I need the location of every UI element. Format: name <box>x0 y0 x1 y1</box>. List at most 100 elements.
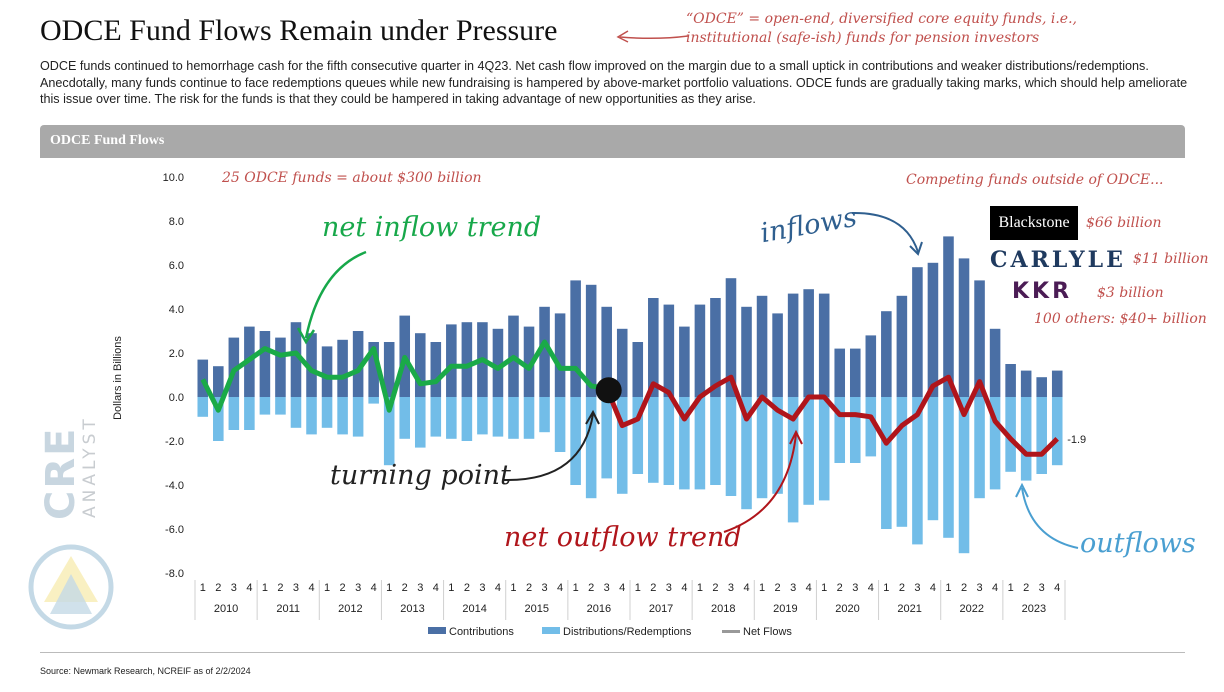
x-tick-quarter: 4 <box>743 582 749 594</box>
contribution-bar <box>337 339 348 397</box>
contribution-bar <box>352 331 364 397</box>
x-tick-year: 2017 <box>649 603 673 615</box>
contribution-bar <box>492 328 504 397</box>
y-tick-label: 6.0 <box>169 260 184 272</box>
x-tick-year: 2021 <box>897 603 921 615</box>
outflows-arrow <box>1021 487 1079 549</box>
contribution-bar <box>818 293 830 397</box>
y-tick-label: 2.0 <box>169 348 184 360</box>
net-flow-last-label: -1.9 <box>1067 434 1086 446</box>
distribution-bar <box>368 397 379 404</box>
x-tick-quarter: 1 <box>759 582 765 594</box>
contribution-bar <box>446 324 457 397</box>
contribution-bar <box>259 331 271 397</box>
distribution-bar <box>337 397 348 435</box>
distribution-bar <box>570 397 581 485</box>
x-tick-quarter: 2 <box>526 582 532 594</box>
y-tick-label: 0.0 <box>169 392 184 404</box>
contribution-bar <box>306 333 317 397</box>
distribution-bar <box>756 397 768 499</box>
x-tick-quarter: 2 <box>899 582 905 594</box>
others-amount: $40+ billion <box>1119 311 1207 327</box>
x-tick-quarter: 3 <box>852 582 858 594</box>
fund-count-note: 25 ODCE funds = about $300 billion <box>222 170 482 186</box>
distribution-bar <box>974 397 985 499</box>
contribution-bar <box>539 306 550 397</box>
x-tick-quarter: 4 <box>433 582 439 594</box>
x-tick-quarter: 1 <box>697 582 703 594</box>
distribution-bar <box>912 397 923 545</box>
net-flow-line-positive <box>200 339 608 413</box>
x-tick-quarter: 4 <box>371 582 377 594</box>
contribution-bar <box>881 311 892 397</box>
x-tick-quarter: 3 <box>417 582 423 594</box>
x-tick-quarter: 3 <box>479 582 485 594</box>
x-tick-quarter: 2 <box>215 582 221 594</box>
distribution-bar <box>321 397 333 428</box>
legend-swatch <box>428 627 446 634</box>
x-tick-year: 2023 <box>1022 603 1046 615</box>
distribution-bar <box>834 397 846 463</box>
x-tick-quarter: 1 <box>635 582 641 594</box>
contribution-bar <box>1005 364 1016 397</box>
odce-definition-text: “ODCE” = open-end, diversified core equi… <box>686 11 1077 46</box>
x-tick-quarter: 3 <box>231 582 237 594</box>
contribution-bar <box>865 335 877 397</box>
others-label: 100 others: <box>1034 311 1116 327</box>
distribution-bar <box>492 397 504 437</box>
distribution-bar <box>896 397 908 527</box>
distribution-bar <box>881 397 892 529</box>
odce-arrow <box>616 30 689 43</box>
x-tick-quarter: 4 <box>681 582 687 594</box>
contribution-bar <box>554 313 566 397</box>
cre-analyst-logo: CRE ANALYST <box>28 400 114 630</box>
contribution-bar <box>275 337 286 397</box>
contribution-bar <box>290 322 302 397</box>
competing-funds-note: Competing funds outside of ODCE... <box>906 172 1164 188</box>
x-tick-quarter: 4 <box>308 582 314 594</box>
x-tick-quarter: 3 <box>790 582 796 594</box>
kkr-amount: $3 billion <box>1097 285 1164 301</box>
footer-rule <box>40 652 1185 653</box>
distribution-bar <box>539 397 550 433</box>
blackstone-amount: $66 billion <box>1086 215 1162 231</box>
contribution-bar <box>989 328 1001 397</box>
contribution-bar <box>787 293 799 397</box>
x-tick-quarter: 1 <box>573 582 579 594</box>
distribution-bar <box>523 397 535 439</box>
contribution-bar <box>896 295 908 397</box>
distribution-bar <box>694 397 706 490</box>
contribution-bar <box>663 304 675 397</box>
cre-logo-mark <box>28 544 114 630</box>
x-tick-quarter: 1 <box>883 582 889 594</box>
distribution-bar <box>818 397 830 501</box>
net-inflow-arrow <box>304 250 367 339</box>
distribution-bar <box>725 397 737 496</box>
distribution-bar <box>508 397 519 439</box>
contribution-bar <box>927 262 939 397</box>
x-tick-year: 2019 <box>773 603 797 615</box>
kkr-logo: KKR <box>1012 279 1073 304</box>
net-outflow-arrow <box>723 433 797 533</box>
x-tick-quarter: 2 <box>402 582 408 594</box>
x-tick-year: 2015 <box>525 603 549 615</box>
distribution-bar <box>383 397 395 466</box>
contribution-bar <box>943 236 954 397</box>
contribution-bar <box>741 306 752 397</box>
contribution-bar <box>1036 377 1047 397</box>
source-note: Source: Newmark Research, NCREIF as of 2… <box>40 666 251 676</box>
distribution-bar <box>446 397 457 439</box>
contribution-bar <box>710 298 721 397</box>
contribution-bar <box>694 304 706 397</box>
distribution-bar <box>648 397 659 483</box>
distribution-bar <box>989 397 1001 490</box>
net-outflow-trend-note: net outflow trend <box>504 522 742 553</box>
distribution-bar <box>927 397 939 521</box>
x-tick-quarter: 4 <box>495 582 501 594</box>
x-tick-year: 2010 <box>214 603 238 615</box>
x-tick-quarter: 4 <box>930 582 936 594</box>
distribution-bar <box>461 397 473 441</box>
legend-label: Contributions <box>449 626 514 638</box>
x-tick-quarter: 2 <box>464 582 470 594</box>
